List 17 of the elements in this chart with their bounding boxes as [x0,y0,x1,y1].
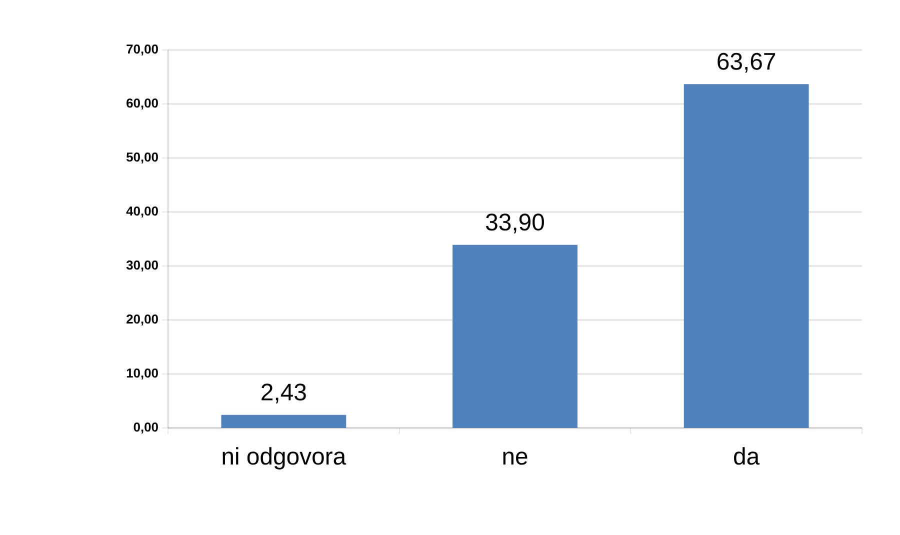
data-label: 33,90 [486,214,544,234]
y-tick-label: 10,00 [126,368,158,380]
data-label: 63,67 [718,52,776,73]
y-tick-label: 20,00 [126,314,158,326]
y-tick-label: 30,00 [126,260,158,272]
bar [221,414,346,428]
y-tick-label: 0,00 [134,422,158,434]
data-label: 2,43 [262,384,306,404]
x-tick-label: da [734,447,760,465]
y-tick-label: 60,00 [126,98,158,110]
y-tick-label: 70,00 [126,44,158,56]
bar [684,84,809,428]
bar [452,244,578,428]
x-tick-label: ne [503,452,528,465]
y-tick-label: 40,00 [126,206,158,218]
x-tick-label: ni odgovora [222,447,346,470]
y-tick-label: 50,00 [126,152,158,164]
